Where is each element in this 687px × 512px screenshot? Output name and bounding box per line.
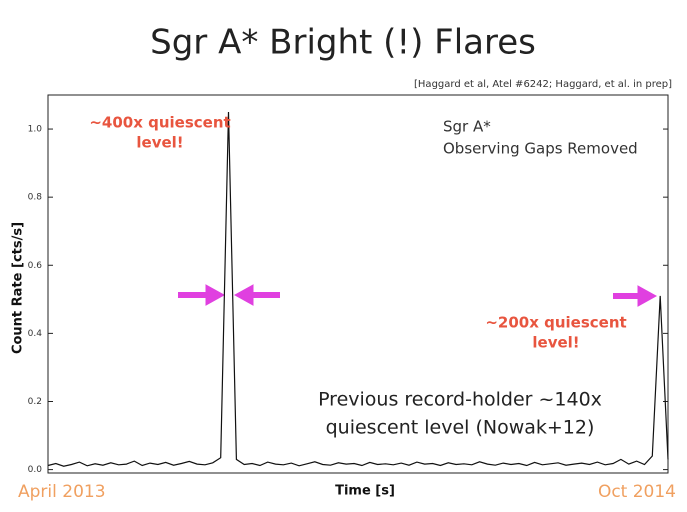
citation: [Haggard et al, Atel #6242; Haggard, et …	[414, 79, 672, 90]
plot-frame	[47, 94, 669, 474]
annotation: level!	[532, 334, 579, 352]
y-tick-label: 0.0	[28, 465, 43, 475]
annotation: ~400x quiescent	[89, 114, 230, 132]
x-start-label: April 2013	[18, 482, 106, 502]
y-tick-label: 1.0	[28, 125, 43, 135]
x-end-label: Oct 2014	[598, 482, 676, 502]
annotation: ~200x quiescent	[485, 314, 626, 332]
arrow-head	[205, 284, 226, 306]
y-axis-label: Count Rate [cts/s]	[11, 222, 26, 354]
y-tick-label: 0.4	[28, 329, 43, 339]
annotation: Previous record-holder ~140x	[318, 389, 602, 411]
y-tick-label: 0.2	[28, 397, 42, 407]
y-tick-label: 0.6	[28, 261, 43, 271]
arrow-head	[637, 285, 658, 307]
data-line	[47, 111, 669, 467]
annotation: quiescent level (Nowak+12)	[326, 417, 595, 439]
annotation: Sgr A*	[443, 118, 491, 136]
annotation: Observing Gaps Removed	[443, 140, 638, 158]
x-axis-label: Time [s]	[335, 484, 395, 499]
annotation: level!	[136, 134, 183, 152]
y-tick-label: 0.8	[28, 193, 43, 203]
arrows	[178, 284, 658, 307]
slide-title: Sgr A* Bright (!) Flares	[150, 23, 536, 63]
arrow-head	[233, 284, 254, 306]
